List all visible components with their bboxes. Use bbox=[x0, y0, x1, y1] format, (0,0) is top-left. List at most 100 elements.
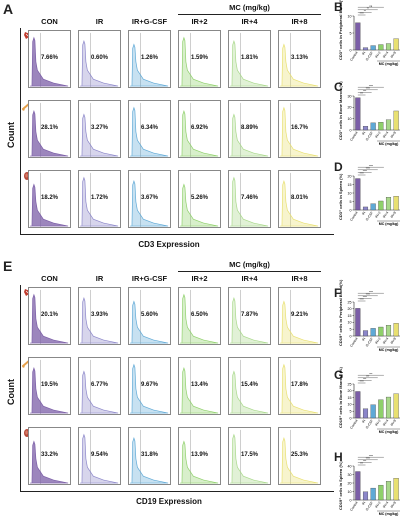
percentage-label: 28.1% bbox=[40, 125, 58, 132]
percentage-label: 9.54% bbox=[90, 452, 108, 459]
cd3-histogram-r0-c2: 1.26% bbox=[128, 30, 171, 88]
bar-IR+2 bbox=[378, 326, 384, 337]
percentage-label: 1.72% bbox=[90, 195, 108, 202]
cd3-histogram-r1-c3: 6.92% bbox=[178, 100, 221, 158]
percentage-label: 16.7% bbox=[290, 125, 308, 132]
cd19-column-5: IR+8 bbox=[291, 274, 308, 283]
y-tick-label: 10 bbox=[348, 490, 352, 494]
bar-x-label: MC (mg/kg) bbox=[379, 348, 399, 352]
x-tick-label: IR bbox=[361, 336, 367, 342]
cd19-histogram-r1-c5: 17.8% bbox=[278, 357, 321, 415]
x-tick-label: IR+4 bbox=[382, 211, 389, 219]
cd3-mc-header: MC (mg/kg) bbox=[229, 3, 270, 12]
cd19-column-4: IR+4 bbox=[241, 274, 258, 283]
x-tick-label: IR+4 bbox=[382, 51, 389, 59]
cd19-histogram-r1-c0: 19.5% bbox=[28, 357, 71, 415]
cd3-column-4: IR+4 bbox=[241, 17, 258, 26]
cd19-histogram-r2-c0: 33.2% bbox=[28, 427, 71, 485]
y-tick-label: 15 bbox=[348, 396, 352, 400]
y-tick-label: 20 bbox=[348, 106, 352, 110]
percentage-label: 3.27% bbox=[90, 125, 108, 132]
percentage-label: 7.46% bbox=[240, 195, 258, 202]
x-tick-label: IR+2 bbox=[374, 211, 381, 219]
cd3-column-0: CON bbox=[41, 17, 58, 26]
cd19-x-axis bbox=[20, 491, 334, 492]
y-tick-label: 10 bbox=[348, 14, 352, 18]
x-tick-label: G-CSF bbox=[365, 211, 374, 222]
bar-x-label: MC (mg/kg) bbox=[379, 62, 399, 66]
panel-letter: G bbox=[334, 368, 344, 382]
x-tick-label: IR+8 bbox=[390, 501, 397, 509]
cd3-histogram-r1-c5: 16.7% bbox=[278, 100, 321, 158]
x-tick-label: IR+8 bbox=[390, 211, 397, 219]
bar-G-CSF bbox=[370, 203, 376, 211]
significance-label: **** bbox=[369, 454, 373, 458]
cd19-histogram-r0-c4: 7.87% bbox=[228, 287, 271, 345]
bar-panel-f: F CD19⁺ cells in Peripheral Blood(%) 0 5 10 1… bbox=[334, 280, 403, 368]
cd19-histogram-r0-c1: 3.93% bbox=[78, 287, 121, 345]
y-tick-label: 10 bbox=[348, 403, 352, 407]
percentage-label: 20.1% bbox=[40, 312, 58, 319]
percentage-label: 3.93% bbox=[90, 312, 108, 319]
bar-chart-svg: 0 10 20 30 Control IRG-CSF IR+2 IR+4 IR+8 *******… bbox=[348, 84, 400, 146]
x-tick-label: IR bbox=[361, 418, 367, 424]
cd3-histogram-r1-c1: 3.27% bbox=[78, 100, 121, 158]
percentage-label: 8.01% bbox=[290, 195, 308, 202]
percentage-label: 5.60% bbox=[140, 312, 158, 319]
percentage-label: 31.8% bbox=[140, 452, 158, 459]
x-tick-label: IR+4 bbox=[382, 501, 389, 509]
y-tick-label: 20 bbox=[348, 481, 352, 485]
x-tick-label: IR bbox=[361, 210, 367, 216]
significance-label: *** bbox=[363, 377, 366, 381]
y-tick-label: 0 bbox=[350, 48, 352, 52]
significance-label: **** bbox=[360, 298, 364, 302]
cd3-histogram-r0-c5: 3.13% bbox=[278, 30, 321, 88]
bar-IR bbox=[362, 206, 369, 211]
x-tick-label: IR+2 bbox=[374, 131, 381, 139]
cd19-histogram-r0-c5: 9.21% bbox=[278, 287, 321, 345]
bar-chart-svg: 0 5 10 15 20 25 Control IRG-CSF IR+2 IR+4 IR+8 ****… bbox=[348, 372, 400, 434]
percentage-label: 15.4% bbox=[240, 382, 258, 389]
percentage-label: 0.60% bbox=[90, 55, 108, 62]
percentage-label: 8.89% bbox=[240, 125, 258, 132]
cd19-column-1: IR bbox=[95, 274, 104, 283]
bar-IR bbox=[362, 330, 369, 337]
cd3-histogram-r2-c4: 7.46% bbox=[228, 170, 271, 228]
x-tick-label: IR+4 bbox=[382, 131, 389, 139]
percentage-label: 5.26% bbox=[190, 195, 208, 202]
x-tick-label: G-CSF bbox=[365, 51, 374, 62]
y-tick-label: 0 bbox=[350, 498, 352, 502]
x-tick-label: IR+2 bbox=[374, 337, 381, 345]
y-tick-label: 5 bbox=[350, 328, 352, 332]
bar-IR bbox=[362, 408, 369, 419]
significance-label: **** bbox=[363, 295, 367, 299]
cd19-histogram-r1-c2: 9.67% bbox=[128, 357, 171, 415]
cd19-histogram-r2-c5: 25.3% bbox=[278, 427, 321, 485]
cd3-x-label: CD3 Expression bbox=[138, 240, 200, 249]
panel-letter: B bbox=[334, 0, 343, 14]
bar-chart-svg: 0 5 10 15 20 25 Control IRG-CSF IR+2 IR+4 IR+8 ****… bbox=[348, 290, 400, 352]
x-tick-label: IR+8 bbox=[390, 51, 397, 59]
x-tick-label: G-CSF bbox=[365, 337, 374, 348]
cd19-histogram-r2-c2: 31.8% bbox=[128, 427, 171, 485]
cd19-column-3: IR+2 bbox=[191, 274, 208, 283]
percentage-label: 18.2% bbox=[40, 195, 58, 202]
y-tick-label: 15 bbox=[348, 183, 352, 187]
percentage-label: 1.81% bbox=[240, 55, 258, 62]
bar-IR+2 bbox=[378, 200, 384, 211]
bar-IR+8 bbox=[393, 38, 399, 51]
bar-IR+4 bbox=[385, 197, 392, 211]
y-tick-label: 10 bbox=[348, 117, 352, 121]
significance-label: **** bbox=[366, 456, 370, 460]
bar-G-CSF bbox=[370, 122, 376, 131]
x-tick-label: Control bbox=[349, 211, 359, 222]
percentage-label: 6.34% bbox=[140, 125, 158, 132]
x-tick-label: Control bbox=[349, 419, 359, 430]
percentage-label: 7.66% bbox=[40, 55, 58, 62]
significance-label: **** bbox=[369, 84, 373, 88]
bar-panel-g: G CD19⁺ cells in Bone Marrow (%) 0 5 10 15 20 2… bbox=[334, 367, 403, 450]
x-tick-label: IR+4 bbox=[382, 419, 389, 427]
bar-IR+8 bbox=[393, 323, 399, 337]
cd19-y-axis bbox=[20, 285, 21, 491]
cd19-histogram-r1-c4: 15.4% bbox=[228, 357, 271, 415]
